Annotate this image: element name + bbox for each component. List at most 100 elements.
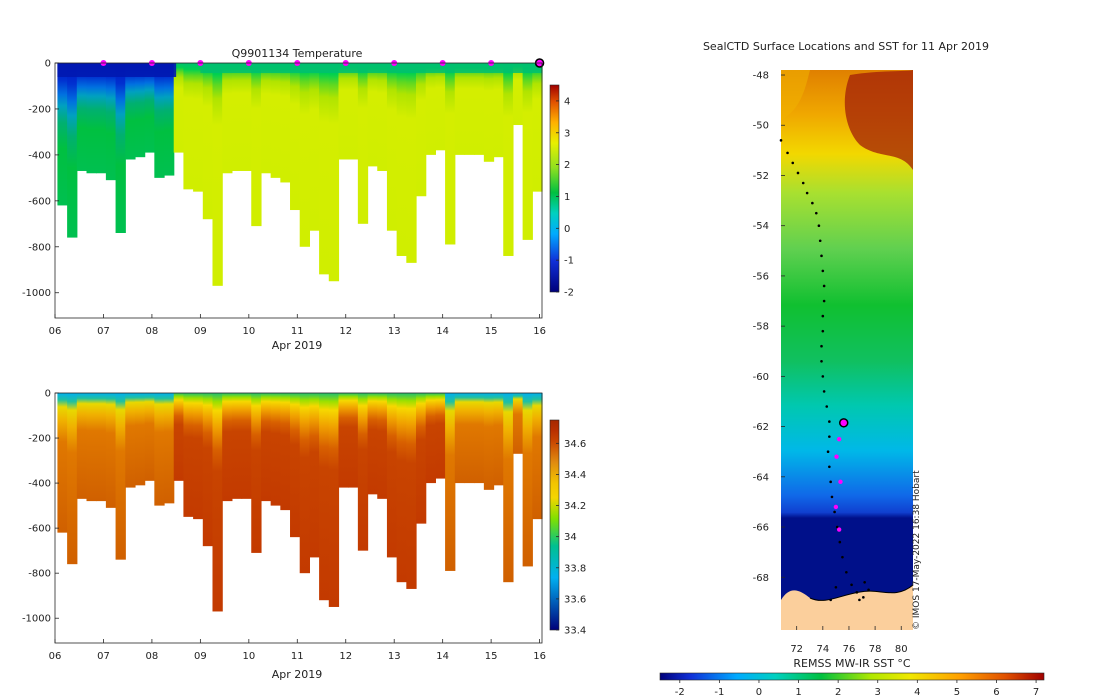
- salinity-profile: [96, 393, 107, 502]
- temperature-chart-title: Q9901134 Temperature: [232, 47, 363, 60]
- x-tick-label: 10: [242, 651, 255, 662]
- salinity-profile: [280, 393, 291, 511]
- track-point: [822, 390, 826, 393]
- salinity-profile: [474, 393, 485, 484]
- salinity-profile: [173, 393, 185, 481]
- temperature-profile: [445, 63, 456, 245]
- salinity-profile: [367, 393, 378, 495]
- track-point: [821, 314, 825, 318]
- temperature-colorbar: [549, 84, 560, 293]
- colorbar-tick-label: 33.4: [564, 626, 586, 637]
- salinity-profile: [231, 393, 243, 499]
- salinity-profile: [134, 393, 146, 486]
- track-point: [818, 239, 822, 243]
- temperature-profile: [222, 63, 233, 174]
- salinity-profile: [290, 393, 301, 538]
- temperature-x-axis-label: Apr 2019: [272, 339, 323, 352]
- y-tick-label: -600: [28, 196, 51, 207]
- longitude-tick-label: 78: [869, 644, 882, 655]
- sst-colorbar-tick-label: -1: [714, 687, 724, 698]
- sst-colorbar-tick-label: 2: [835, 687, 841, 698]
- track-point: [829, 480, 832, 484]
- sst-map-area: [779, 70, 914, 630]
- latitude-tick-label: -68: [753, 573, 769, 584]
- track-point: [814, 211, 818, 215]
- current-position-marker: [838, 418, 849, 428]
- temperature-profile: [357, 63, 369, 224]
- salinity-profile: [416, 393, 427, 524]
- colorbar-tick-label: 1: [564, 192, 570, 203]
- salinity-profile: [67, 393, 78, 565]
- colorbar-tick-label: 34.6: [564, 439, 586, 450]
- sst-colorbar-tick-label: 0: [756, 687, 762, 698]
- temperature-profile: [299, 63, 311, 247]
- temperature-profile: [474, 63, 485, 155]
- salinity-profile: [425, 393, 436, 484]
- track-point: [862, 596, 865, 599]
- track-point: [801, 181, 805, 185]
- temperature-profile: [193, 63, 204, 192]
- x-tick-label: 06: [49, 651, 62, 662]
- x-tick-label: 06: [49, 326, 62, 337]
- salinity-profile: [512, 393, 524, 454]
- recent-position: [836, 436, 842, 442]
- salinity-profile: [483, 393, 495, 490]
- temperature-profile: [319, 63, 330, 275]
- latitude-tick-label: -52: [753, 171, 769, 182]
- track-point: [867, 588, 870, 592]
- track-point: [829, 598, 832, 602]
- x-tick-label: 09: [194, 651, 207, 662]
- y-tick-label: -800: [28, 569, 51, 580]
- temperature-profile: [202, 63, 214, 220]
- temperature-profile: [231, 63, 243, 171]
- salinity-profile: [76, 393, 88, 499]
- latitude-tick-label: -54: [753, 221, 769, 232]
- temperature-x-axis: 06 07 08 09 10 11 12 13 14 15 16: [49, 314, 546, 337]
- colorbar-tick-label: 2: [564, 160, 570, 171]
- track-point: [811, 201, 814, 205]
- track-point: [821, 329, 825, 333]
- current-position: [838, 418, 849, 428]
- salinity-profile: [396, 393, 407, 583]
- x-tick-label: 09: [194, 326, 207, 337]
- salinity-profile: [454, 393, 466, 484]
- sst-colorbar-tick-label: 1: [795, 687, 801, 698]
- temperature-profile: [348, 63, 359, 160]
- colorbar-tick-label: 33.6: [564, 594, 586, 605]
- x-tick-label: 13: [388, 651, 401, 662]
- x-tick-label: 16: [533, 651, 546, 662]
- track-point: [826, 450, 830, 454]
- track-point: [863, 580, 866, 584]
- salinity-profile: [260, 393, 272, 502]
- salinity-profile: [348, 393, 359, 488]
- track-point: [835, 525, 839, 529]
- recent-position: [838, 479, 843, 485]
- temperature-profile: [183, 63, 194, 190]
- salinity-profile: [328, 393, 340, 607]
- salinity-profile: [435, 393, 446, 479]
- colorbar-tick-label: 34.2: [564, 501, 586, 512]
- track-point: [834, 586, 838, 589]
- temperature-profile: [377, 63, 388, 171]
- temperature-profile: [173, 63, 185, 153]
- sst-field: [781, 70, 913, 630]
- colorbar-tick-label: -1: [564, 256, 574, 267]
- longitude-tick-label: 72: [790, 644, 803, 655]
- temperature-profile: [144, 63, 155, 153]
- salinity-profile: [338, 393, 349, 488]
- temperature-profile: [435, 63, 446, 151]
- x-tick-label: 07: [97, 326, 110, 337]
- salinity-profile: [154, 393, 165, 506]
- salinity-profile: [357, 393, 369, 551]
- temperature-profile: [464, 63, 475, 155]
- salinity-profile: [464, 393, 475, 484]
- temperature-profile: [125, 63, 136, 160]
- x-tick-label: 14: [436, 651, 449, 662]
- track-point: [828, 465, 831, 469]
- track-point: [820, 360, 823, 363]
- track-point: [858, 598, 861, 602]
- track-point: [828, 435, 831, 438]
- antarctic-landmass: [781, 585, 913, 630]
- sst-colorbar-tick-label: 6: [993, 687, 999, 698]
- latitude-tick-label: -64: [753, 472, 769, 483]
